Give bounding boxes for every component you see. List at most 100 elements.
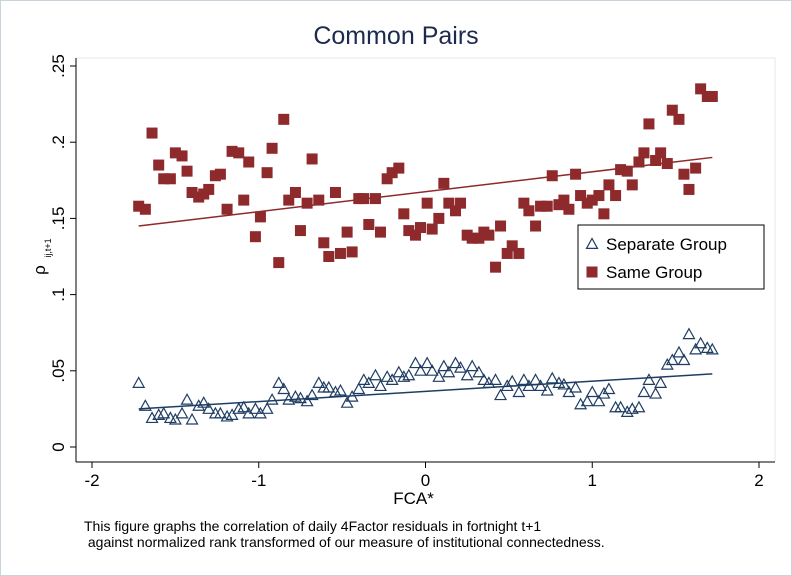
data-point	[460, 368, 474, 381]
data-point	[558, 194, 570, 206]
data-point	[402, 368, 416, 381]
data-point	[655, 147, 667, 159]
data-point	[438, 177, 450, 189]
data-point	[294, 225, 306, 237]
data-point	[448, 356, 463, 369]
data-point	[705, 342, 719, 355]
data-point	[368, 368, 382, 381]
y-tick-label: .15	[49, 207, 68, 231]
data-point	[666, 104, 678, 116]
y-tick-label: .1	[49, 288, 68, 302]
y-axis-title-subscript: ij,t+1	[43, 238, 53, 257]
data-point	[490, 261, 502, 273]
data-point	[323, 251, 335, 262]
axes: -2 -1 0 1 2 0 .05 .1 .15 .2 .25 FCA* ρ ij,t+1	[30, 54, 776, 508]
x-tick-label: 0	[421, 471, 430, 490]
data-point	[603, 179, 615, 191]
data-point	[683, 183, 695, 195]
data-point	[637, 385, 651, 398]
data-point	[403, 225, 415, 237]
data-point	[638, 147, 650, 159]
data-point	[386, 167, 398, 179]
data-point	[272, 376, 286, 388]
data-point	[432, 370, 446, 382]
data-point	[541, 200, 553, 212]
data-point	[689, 342, 703, 355]
x-tick-label: -1	[251, 471, 266, 490]
data-point	[535, 200, 547, 212]
legend-marker	[586, 266, 598, 278]
data-point	[225, 408, 239, 420]
data-point	[233, 147, 245, 159]
data-point	[682, 327, 696, 340]
data-point	[334, 247, 346, 259]
data-point	[518, 197, 530, 209]
y-tick-label: .25	[49, 54, 68, 78]
data-point	[318, 237, 330, 249]
data-point	[455, 197, 467, 209]
data-point	[602, 382, 616, 395]
legend-label: Same Group	[606, 263, 702, 282]
data-point	[345, 389, 359, 402]
data-point	[380, 370, 394, 382]
data-point	[381, 173, 393, 185]
data-point	[649, 386, 663, 399]
data-point	[265, 393, 279, 405]
data-point	[513, 247, 525, 259]
data-point	[661, 158, 673, 170]
data-point	[615, 164, 627, 176]
data-point	[512, 385, 526, 398]
data-point	[139, 203, 151, 215]
data-point	[563, 203, 575, 215]
data-point	[260, 402, 274, 414]
data-point	[146, 127, 158, 139]
data-point	[373, 379, 387, 392]
legend-marker	[585, 237, 599, 249]
series-separate-group	[132, 327, 719, 425]
chart-title: Common Pairs	[313, 22, 479, 50]
data-point	[202, 402, 216, 414]
data-point	[620, 405, 634, 417]
data-point	[300, 394, 314, 407]
data-point	[580, 394, 594, 407]
data-point	[243, 156, 255, 168]
data-point	[220, 409, 234, 422]
data-point	[238, 194, 250, 206]
data-point	[665, 353, 679, 366]
data-point	[465, 359, 479, 372]
data-point	[557, 377, 571, 390]
data-point	[153, 159, 165, 171]
data-point	[352, 382, 366, 395]
data-point	[610, 190, 622, 202]
data-point	[575, 190, 587, 202]
x-tick-label: -2	[84, 471, 99, 490]
data-point	[232, 402, 246, 414]
data-point	[181, 165, 193, 177]
fit-line	[138, 373, 713, 410]
data-point	[421, 197, 433, 209]
data-point	[632, 400, 646, 413]
data-point	[180, 393, 194, 405]
data-point	[248, 402, 262, 414]
data-point	[593, 190, 605, 202]
data-point	[277, 382, 291, 395]
data-point	[473, 232, 485, 244]
data-point	[385, 373, 399, 385]
data-point	[305, 388, 319, 401]
data-point	[414, 222, 426, 234]
data-point	[273, 257, 285, 269]
data-point	[505, 374, 519, 387]
data-point	[398, 208, 410, 220]
data-point	[678, 168, 690, 180]
data-point	[437, 359, 451, 372]
data-point	[221, 203, 233, 215]
data-point	[392, 365, 406, 378]
data-point	[168, 412, 182, 425]
data-point	[545, 371, 559, 384]
data-point	[690, 162, 702, 174]
data-point	[408, 356, 423, 369]
data-point	[157, 406, 171, 419]
data-point	[289, 186, 301, 198]
data-point	[546, 170, 558, 182]
